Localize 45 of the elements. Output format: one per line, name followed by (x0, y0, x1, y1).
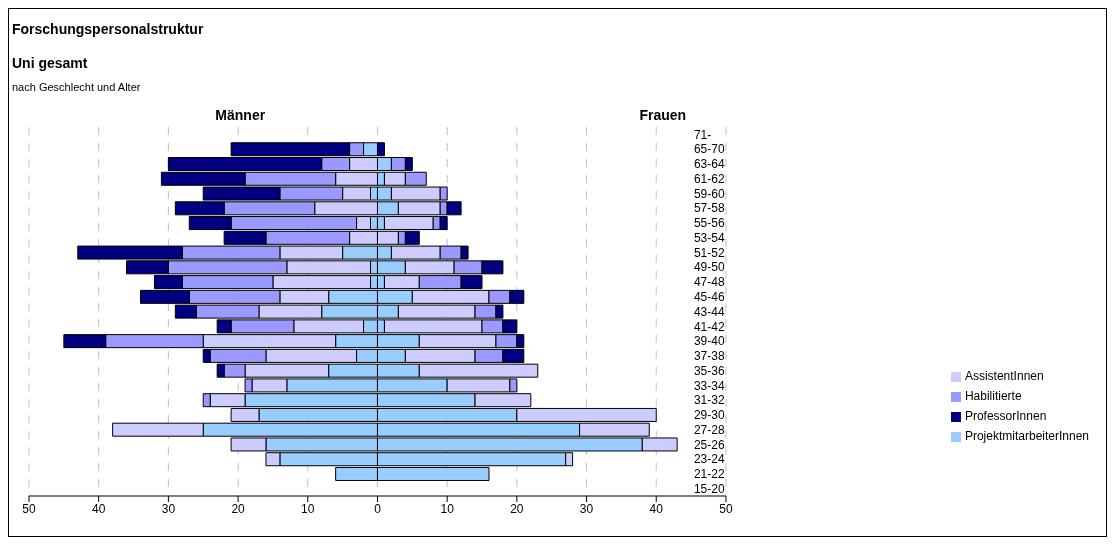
text: Männer (214, 107, 267, 123)
y-tick-label: 57-58 (693, 201, 725, 216)
y-tick-label: 55-56 (693, 216, 725, 231)
chart-subtitle: Uni gesamt (12, 55, 88, 71)
y-tick-label: 53-54 (693, 230, 725, 245)
y-tick-label: 33-34 (693, 378, 725, 393)
y-tick-label: 37-38 (693, 349, 725, 364)
x-tick-label: 30 (579, 501, 594, 516)
y-tick-label: 29-30 (693, 408, 725, 423)
y-tick-label: 47-48 (693, 275, 725, 290)
y-tick-label: 43-44 (693, 304, 725, 319)
x-tick-label: 40 (92, 501, 106, 516)
x-tick-label: 30 (161, 501, 176, 516)
legend-label: AssistentInnen (964, 369, 1044, 383)
x-tick-label: 50 (22, 501, 36, 516)
legend-label: ProfessorInnen (964, 409, 1047, 423)
y-tick-label: 49-50 (693, 260, 725, 275)
y-tick-label: 41-42 (693, 319, 725, 334)
y-tick-label: 25-26 (693, 437, 725, 452)
y-tick-label: 27-28 (693, 422, 725, 437)
y-tick-label: 21-22 (693, 467, 725, 482)
x-tick-label: 50 (719, 501, 733, 516)
y-tick-label: 45-46 (693, 290, 725, 304)
legend-label: ProjektmitarbeiterInnen (964, 429, 1089, 443)
y-tick-label: 59-60 (693, 186, 725, 201)
y-tick-label: 61-62 (693, 171, 725, 186)
text: nach Geschlecht und Alter (12, 81, 141, 93)
legend-label: Habilitierte (964, 389, 1022, 403)
y-tick-label: 71- (693, 127, 712, 142)
x-tick-label: 20 (510, 501, 524, 516)
y-tick-label: 23-24 (693, 452, 725, 467)
y-tick-label: 35-36 (693, 363, 725, 378)
x-tick-label: 40 (649, 501, 664, 516)
text: Frauen (638, 107, 688, 123)
y-tick-label: 51-52 (693, 245, 725, 260)
y-tick-label: 15-20 (693, 481, 725, 496)
y-tick-label: 63-64 (693, 157, 725, 172)
x-tick-label: 10 (301, 501, 315, 516)
y-tick-label: 39-40 (693, 334, 725, 349)
chart-title: Forschungspersonalstruktur (12, 21, 204, 37)
y-tick-label: 65-70 (693, 142, 725, 157)
x-tick-label: 20 (231, 501, 246, 516)
x-tick-label: 10 (440, 501, 455, 516)
y-tick-label: 31-32 (693, 393, 725, 408)
x-tick-label: 0 (374, 501, 382, 516)
